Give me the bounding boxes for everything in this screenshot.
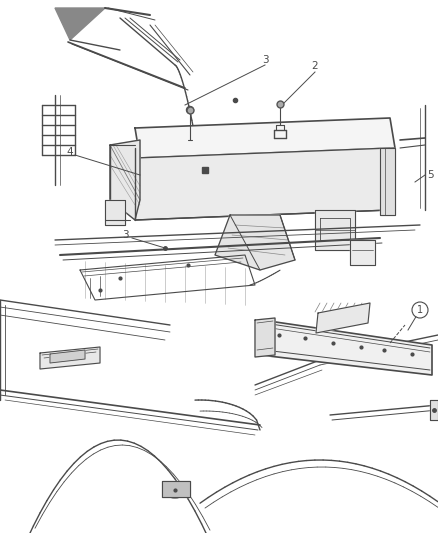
Text: 4: 4 <box>67 147 73 157</box>
Polygon shape <box>50 350 85 363</box>
Text: 1: 1 <box>417 305 423 315</box>
Polygon shape <box>110 140 140 220</box>
Polygon shape <box>316 303 370 333</box>
Text: 2: 2 <box>312 61 318 71</box>
Polygon shape <box>380 148 395 215</box>
Text: 5: 5 <box>427 170 433 180</box>
Polygon shape <box>215 215 295 270</box>
Polygon shape <box>315 210 355 250</box>
Polygon shape <box>105 200 125 225</box>
Polygon shape <box>260 320 432 375</box>
Polygon shape <box>255 318 275 357</box>
Polygon shape <box>350 240 375 265</box>
Polygon shape <box>162 481 190 497</box>
Polygon shape <box>135 118 395 158</box>
Polygon shape <box>40 347 100 369</box>
Polygon shape <box>430 400 438 420</box>
Text: 3: 3 <box>261 55 268 65</box>
Text: 3: 3 <box>122 230 128 240</box>
Polygon shape <box>55 8 105 40</box>
Polygon shape <box>135 148 390 220</box>
